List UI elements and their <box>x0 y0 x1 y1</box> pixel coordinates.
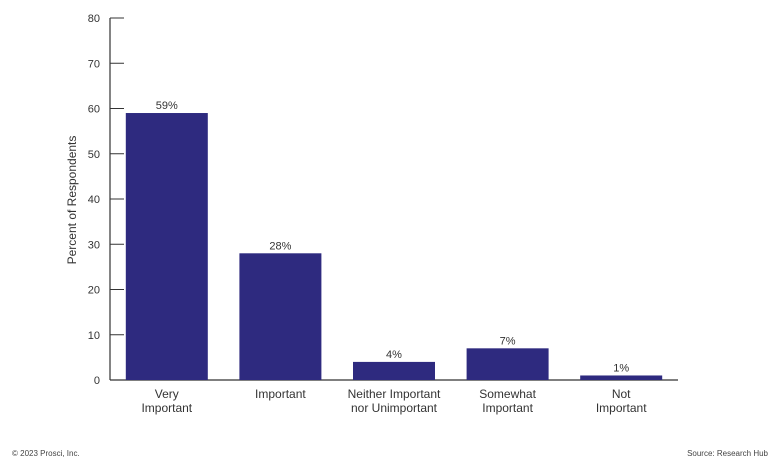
bar <box>125 113 208 381</box>
category-label: Very <box>155 387 179 401</box>
category-label: Somewhat <box>479 387 536 401</box>
y-axis: 0 10 20 30 40 50 60 70 80 <box>88 13 124 387</box>
y-axis-label: Percent of Respondents <box>65 136 79 265</box>
y-tick-label: 10 <box>88 330 100 342</box>
y-tick-label: 40 <box>88 194 100 206</box>
category-label: Not <box>612 387 631 401</box>
y-tick-label: 0 <box>94 375 100 387</box>
y-tick-label: 20 <box>88 285 100 297</box>
bar <box>353 361 435 380</box>
category-label: Neither Important <box>348 387 441 401</box>
category-label: Important <box>596 401 647 415</box>
data-labels: 59% 28% 4% 7% 1% <box>156 100 630 374</box>
y-tick-label: 80 <box>88 13 100 25</box>
bar <box>239 253 322 380</box>
data-label: 4% <box>386 349 402 361</box>
data-label: 1% <box>613 362 629 374</box>
copyright-footer: © 2023 Prosci, Inc. <box>12 449 80 458</box>
source-footer: Source: Research Hub <box>687 449 768 458</box>
category-label: Important <box>482 401 533 415</box>
bars <box>125 113 663 381</box>
y-tick-label: 30 <box>88 239 100 251</box>
data-label: 28% <box>269 240 291 252</box>
bar <box>580 375 663 380</box>
data-label: 59% <box>156 100 178 112</box>
data-label: 7% <box>500 335 516 347</box>
y-tick-label: 50 <box>88 149 100 161</box>
y-tick-label: 60 <box>88 104 100 116</box>
category-label: Important <box>255 387 306 401</box>
category-label: Important <box>141 401 192 415</box>
category-label: nor Unimportant <box>351 401 438 415</box>
y-tick-label: 70 <box>88 58 100 70</box>
bar <box>466 348 549 380</box>
